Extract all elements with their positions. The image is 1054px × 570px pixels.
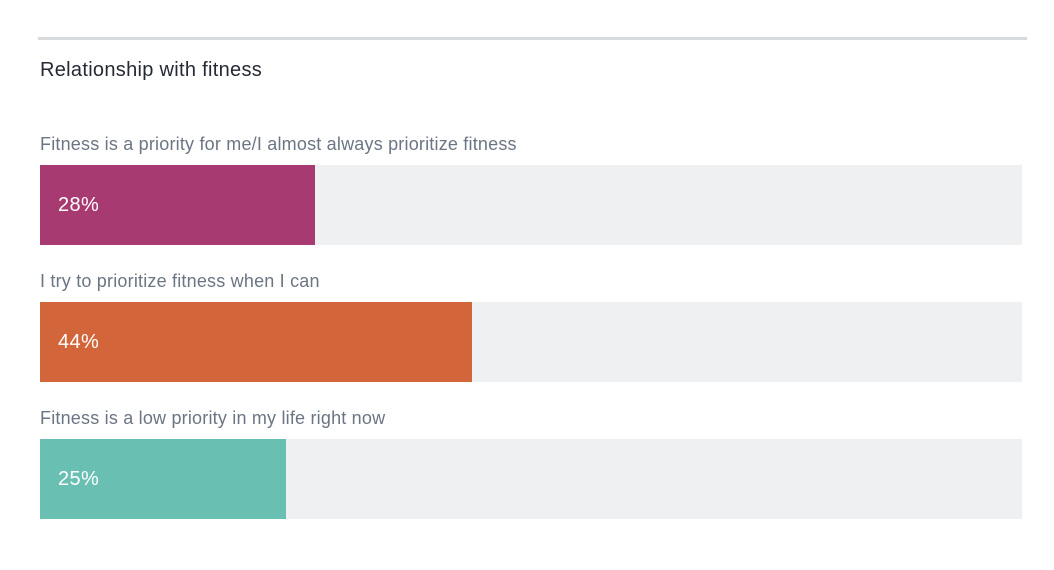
bar-value-label: 25%: [58, 467, 100, 490]
bar-row: Fitness is a low priority in my life rig…: [40, 405, 1022, 519]
bar-value-label: 44%: [58, 330, 100, 353]
bar-fill: 44%: [40, 302, 473, 382]
bar-track: 28%: [40, 165, 1022, 245]
bar-chart: Fitness is a priority for me/I almost al…: [40, 131, 1022, 519]
bar-row: I try to prioritize fitness when I can 44…: [40, 268, 1022, 382]
bar-value-label: 28%: [58, 193, 100, 216]
bar-category-label: Fitness is a low priority in my life rig…: [40, 408, 386, 428]
bar-track: 44%: [40, 302, 1022, 382]
bar-fill: 25%: [40, 439, 286, 519]
bar-fill: 28%: [40, 165, 315, 245]
bar-track: 25%: [40, 439, 1022, 519]
bar-category-label: Fitness is a priority for me/I almost al…: [40, 134, 517, 154]
bar-category-label: I try to prioritize fitness when I can: [40, 271, 320, 291]
bar-row: Fitness is a priority for me/I almost al…: [40, 131, 1022, 245]
chart-title: Relationship with fitness: [40, 59, 263, 81]
top-divider: [38, 37, 1027, 40]
